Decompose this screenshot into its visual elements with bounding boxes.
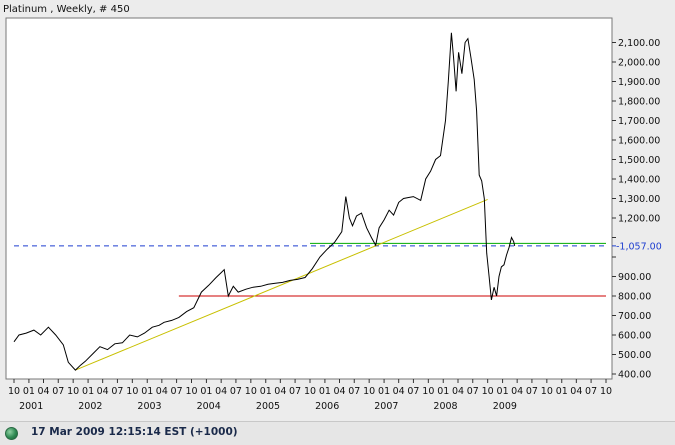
x-month-label: 04	[570, 386, 582, 397]
x-month-label: 01	[437, 386, 449, 397]
x-year-label: 2006	[315, 401, 339, 412]
x-month-label: 04	[333, 386, 345, 397]
status-bar: 17 Mar 2009 12:15:14 EST (+1000)	[0, 421, 675, 445]
x-month-label: 07	[52, 386, 64, 397]
x-month-label: 07	[585, 386, 597, 397]
x-month-label: 04	[156, 386, 168, 397]
x-month-label: 01	[200, 386, 212, 397]
x-month-label: 07	[467, 386, 479, 397]
x-month-label: 01	[82, 386, 94, 397]
status-timestamp: 17 Mar 2009 12:15:14 EST (+1000)	[31, 426, 238, 438]
y-tick-label: 1,400.00	[618, 175, 660, 186]
x-month-label: 10	[67, 386, 79, 397]
x-month-label: 07	[407, 386, 419, 397]
x-month-label: 04	[393, 386, 405, 397]
y-tick-label: 1,500.00	[618, 155, 660, 166]
x-month-label: 10	[600, 386, 612, 397]
x-month-label: 10	[126, 386, 138, 397]
connection-status-icon	[5, 427, 18, 440]
x-month-label: 10	[8, 386, 20, 397]
x-year-label: 2008	[433, 401, 457, 412]
x-month-label: 07	[289, 386, 301, 397]
x-month-label: 04	[452, 386, 464, 397]
x-year-label: 2009	[493, 401, 517, 412]
y-tick-label: 900.00	[618, 272, 651, 283]
y-tick-label: 600.00	[618, 331, 651, 342]
trend-line	[75, 199, 488, 371]
x-month-label: 01	[319, 386, 331, 397]
y-tick-label: 2,100.00	[618, 38, 660, 49]
x-month-label: 07	[526, 386, 538, 397]
x-year-label: 2004	[197, 401, 221, 412]
x-month-label: 10	[363, 386, 375, 397]
x-year-label: 2001	[19, 401, 43, 412]
y-tick-label: 500.00	[618, 350, 651, 361]
x-month-label: 10	[422, 386, 434, 397]
y-tick-label: 1,300.00	[618, 194, 660, 205]
x-month-label: 10	[245, 386, 257, 397]
price-series-line	[13, 32, 516, 371]
x-axis: 10 01 04 07 10 01 04 07 10 01 04 07 10 01 04 07 10 01 04 07…	[8, 379, 612, 412]
x-month-label: 04	[511, 386, 523, 397]
x-month-label: 10	[541, 386, 553, 397]
y-tick-label: 1,600.00	[618, 136, 660, 147]
x-year-label: 2007	[374, 401, 398, 412]
x-month-label: 04	[97, 386, 109, 397]
x-month-label: 07	[111, 386, 123, 397]
x-month-label: 04	[37, 386, 49, 397]
x-year-label: 2005	[256, 401, 280, 412]
x-year-label: 2002	[78, 401, 102, 412]
series-layer	[13, 32, 606, 371]
x-month-label: 07	[348, 386, 360, 397]
x-month-label: 01	[378, 386, 390, 397]
x-month-label: 01	[260, 386, 272, 397]
x-month-label: 10	[482, 386, 494, 397]
y-tick-label: 700.00	[618, 311, 651, 322]
x-month-label: 01	[141, 386, 153, 397]
x-month-label: 04	[274, 386, 286, 397]
x-year-label: 2003	[137, 401, 161, 412]
y-tick-label: 1,900.00	[618, 77, 660, 88]
x-month-label: 04	[215, 386, 227, 397]
y-tick-label: 1,800.00	[618, 97, 660, 108]
y-tick-label: 800.00	[618, 292, 651, 303]
platinum-weekly-chart: Platinum , Weekly, # 450 400.00 500.00 600…	[3, 4, 662, 412]
y-tick-label: 400.00	[618, 370, 651, 381]
x-month-label: 10	[185, 386, 197, 397]
chart-title: Platinum , Weekly, # 450	[3, 4, 130, 15]
x-month-label: 01	[23, 386, 35, 397]
x-month-label: 01	[497, 386, 509, 397]
y-tick-label: 1,700.00	[618, 116, 660, 127]
y-axis: 400.00 500.00 600.00 700.00 800.00 900.00 1,20…	[612, 38, 662, 381]
y-tick-label: 2,000.00	[618, 58, 660, 69]
plot-area	[5, 17, 613, 380]
x-month-label: 07	[171, 386, 183, 397]
highlight-value-label: -1,057.00	[616, 241, 662, 252]
y-tick-label: 1,200.00	[618, 214, 660, 225]
x-month-label: 10	[304, 386, 316, 397]
x-month-label: 07	[230, 386, 242, 397]
x-month-label: 01	[556, 386, 568, 397]
